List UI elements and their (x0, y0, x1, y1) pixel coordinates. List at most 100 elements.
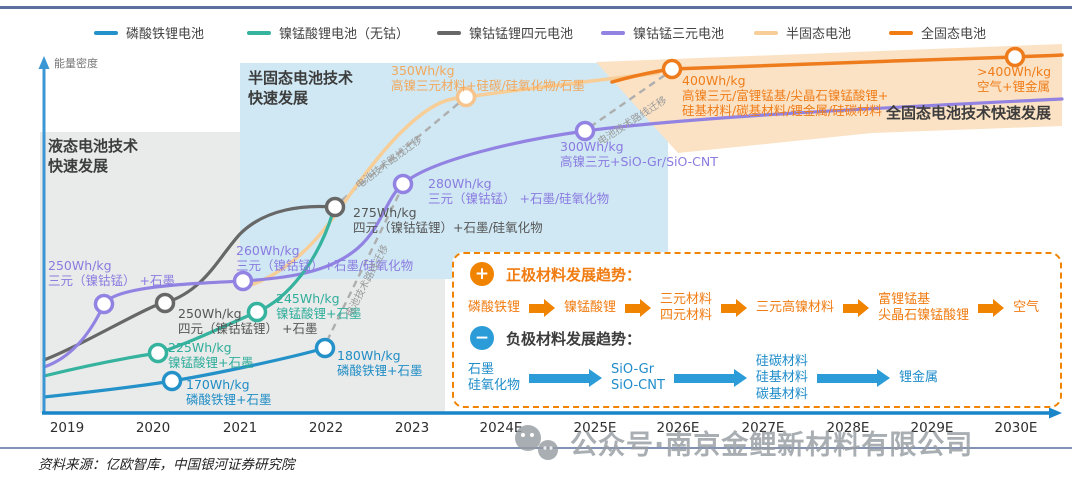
curve-ternary (42, 97, 1064, 369)
x-tick-2023: 2023 (394, 420, 430, 436)
marker-solidstate-400plus (1004, 46, 1026, 68)
migration-dashed-lines (325, 74, 666, 342)
legend-swatch-ternary (601, 30, 625, 35)
watermark-text: 公众号·南京金鲤新材料有限公司 (570, 430, 974, 461)
minus-icon: − (470, 326, 494, 350)
right-arrow-icon (721, 298, 748, 317)
anode-step: 硅碳材料 硅基材料 碳基材料 (755, 354, 808, 402)
legend-swatch-lfp (94, 30, 118, 35)
marker-semisolid-350 (455, 86, 477, 108)
region-label-solidstate: 全固态电池技术快速发展 (886, 104, 1052, 122)
legend-label: 镍锰酸锂电池（无钴） (279, 27, 410, 42)
point-label-ternary-250: 250Wh/kg 三元（镍钴锰） +石墨 (48, 258, 175, 288)
x-tick-2021: 2021 (222, 420, 258, 436)
legend-item-lnmo: 镍锰酸锂电池（无钴） (247, 23, 409, 42)
top-divider (0, 6, 1072, 9)
legend-label: 镍钴锰锂四元电池 (469, 27, 574, 42)
cathode-trend-title-row: + 正极材料发展趋势： (470, 262, 641, 286)
legend-label: 磷酸铁锂电池 (126, 27, 205, 42)
legend-item-solidstate: 全固态电池 (889, 23, 986, 42)
legend-swatch-lnmo (247, 30, 271, 35)
marker-quaternary-275 (324, 196, 346, 218)
anode-trend-title: 负极材料发展趋势： (506, 329, 642, 348)
marker-lnmo-225 (147, 342, 169, 364)
anode-step: SiO-Gr SiO-CNT (611, 362, 665, 394)
x-tick-2022: 2022 (308, 420, 344, 436)
right-arrow-icon (673, 368, 747, 387)
x-axis-arrowhead (1049, 407, 1062, 419)
right-arrow-icon (978, 298, 1005, 317)
cathode-step: 三元高镍材料 (756, 300, 835, 316)
point-label-ternary-280: 280Wh/kg 三元（镍钴锰） +石墨/硅氧化物 (428, 176, 610, 206)
anode-trend-flow: 石墨 硅氧化物 SiO-Gr SiO-CNT 硅碳材料 硅基材料 碳基材料 锂金属 (468, 354, 1052, 403)
x-tick-2026e: 2026E (656, 420, 700, 436)
legend-item-lfp: 磷酸铁锂电池 (94, 23, 204, 42)
plus-icon: + (470, 262, 494, 286)
curve-lnmo (42, 210, 335, 378)
cathode-trend-flow: 磷酸铁锂 镍锰酸锂 三元材料 四元材料 三元高镍材料 富锂锰基 尖晶石镍锰酸锂 空气 (468, 292, 1052, 325)
legend-item-quaternary: 镍钴锰锂四元电池 (437, 23, 573, 42)
marker-lfp-170 (161, 370, 183, 392)
cathode-trend-title: 正极材料发展趋势： (506, 265, 642, 284)
marker-ternary-250 (93, 293, 115, 315)
data-markers (93, 46, 1026, 392)
cathode-step: 三元材料 四元材料 (660, 292, 713, 324)
anode-step: 石墨 硅氧化物 (468, 362, 521, 394)
x-tick-2030e: 2030E (994, 420, 1038, 436)
point-label-semisolid-350: 350Wh/kg 高镍三元材料+硅碳/硅氧化物/石墨 (391, 63, 585, 93)
marker-solidstate-400 (661, 58, 683, 80)
marker-ternary-260 (232, 270, 254, 292)
point-label-ternary-260: 260Wh/kg 三元（镍钴锰）+石墨/硅氧化物 (236, 243, 414, 273)
point-label-lnmo-245: 245Wh/kg 镍锰酸锂+石墨 (276, 291, 362, 321)
point-label-quaternary-275: 275Wh/kg 四元（镍钴锰锂）+石墨/硅氧化物 (353, 205, 543, 235)
x-tick-2027e: 2027E (741, 420, 785, 436)
point-label-ternary-300: 300Wh/kg 高镍三元+SiO-Gr/SiO-CNT (560, 139, 718, 169)
x-tick-2019: 2019 (49, 420, 85, 436)
marker-lnmo-245 (246, 301, 268, 323)
source-note: 资料来源：亿欧智库，中国银河证券研究院 (38, 457, 295, 472)
y-axis-arrowhead (38, 56, 50, 69)
point-label-lnmo-225: 225Wh/kg 镍锰酸锂+石墨 (168, 340, 254, 370)
cathode-step: 空气 (1013, 300, 1040, 316)
watermark: 公众号·南京金鲤新材料有限公司 (512, 423, 973, 462)
legend-item-ternary: 镍钴锰三元电池 (601, 23, 724, 42)
marker-quaternary-250 (154, 292, 176, 314)
migration-line-3 (589, 74, 666, 128)
right-arrow-icon (529, 298, 556, 317)
legend-swatch-semisolid (754, 30, 778, 35)
cathode-step: 磷酸铁锂 (468, 300, 521, 316)
legend-swatch-solidstate (889, 30, 913, 35)
marker-lfp-180 (314, 337, 336, 359)
point-label-solidstate-400plus: >400Wh/kg 空气+锂金属 (977, 64, 1051, 94)
right-arrow-icon (816, 368, 890, 387)
right-arrow-icon (625, 298, 652, 317)
marker-ternary-300 (574, 120, 596, 142)
right-arrow-icon (529, 368, 603, 387)
right-arrow-icon (843, 298, 870, 317)
migration-line-2 (341, 102, 460, 201)
legend-label: 镍钴锰三元电池 (633, 27, 725, 42)
point-label-solidstate-400: 400Wh/kg 高镍三元/富锂锰基/尖晶石镍锰酸锂+ 硅基材料/碳基材料/锂金属/… (682, 73, 889, 118)
y-axis-label: 能量密度 (54, 57, 98, 70)
series-curves (42, 53, 1064, 399)
x-tick-2025e: 2025E (573, 420, 617, 436)
region-label-semisolid: 半固态电池技术 快速发展 (248, 69, 354, 108)
curve-solidstate (610, 53, 1064, 84)
x-tick-2020: 2020 (135, 420, 171, 436)
legend-swatch-quaternary (437, 30, 461, 35)
wechat-icon (515, 424, 558, 460)
point-label-quaternary-250: 250Wh/kg 四元（镍钴锰锂） +石墨 (178, 306, 318, 336)
marker-ternary-280 (392, 173, 414, 195)
point-label-lfp-180: 180Wh/kg 磷酸铁锂+石墨 (337, 348, 423, 378)
anode-trend-title-row: − 负极材料发展趋势： (470, 326, 641, 350)
region-label-liquid: 液态电池技术 快速发展 (48, 137, 139, 176)
legend-label: 半固态电池 (786, 27, 852, 42)
x-tick-2024e: 2024E (479, 420, 523, 436)
curve-semisolid (239, 71, 660, 290)
x-tick-2029e: 2029E (910, 420, 954, 436)
bottom-divider (0, 447, 1072, 449)
legend-label: 全固态电池 (921, 27, 987, 42)
cathode-step: 富锂锰基 尖晶石镍锰酸锂 (878, 292, 970, 324)
